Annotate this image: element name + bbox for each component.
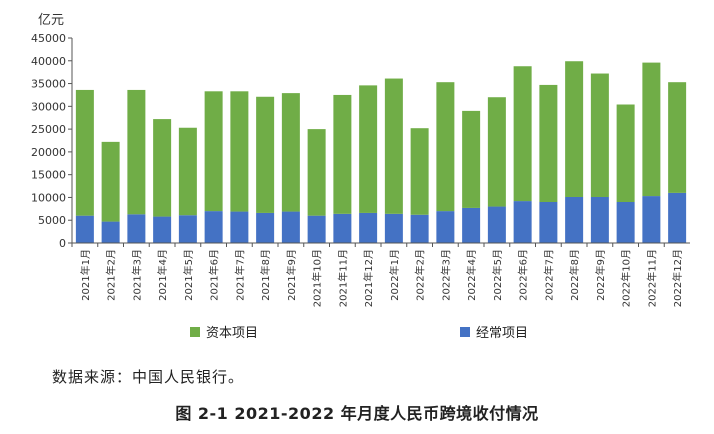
x-tick-label: 2022年7月	[542, 249, 555, 301]
bar-current-account	[616, 202, 635, 243]
y-axis: 0 5000 10000 15000 20000 25000 30000 35000 40000…	[31, 32, 73, 250]
x-tick-label: 2021年5月	[182, 249, 195, 301]
y-tick-label: 10000	[31, 191, 66, 204]
bar-current-account	[153, 216, 172, 243]
bar-current-account	[101, 221, 120, 243]
bar-capital-account	[539, 84, 558, 202]
bar-current-account	[178, 215, 197, 243]
x-tick-label: 2022年1月	[388, 249, 401, 301]
bar-capital-account	[668, 82, 687, 193]
legend-label: 经常项目	[476, 326, 528, 341]
y-axis-unit-label: 亿元	[38, 13, 64, 28]
x-tick-label: 2021年6月	[208, 249, 221, 301]
bar-capital-account	[462, 110, 481, 208]
bar-current-account	[436, 211, 455, 243]
bar-current-account	[127, 214, 146, 243]
bar-current-account	[462, 207, 481, 243]
bar-capital-account	[333, 94, 352, 214]
x-tick-label: 2021年9月	[285, 249, 298, 301]
bar-current-account	[333, 213, 352, 243]
bar-current-account	[204, 211, 223, 243]
bar-current-account	[590, 196, 609, 243]
x-tick-label: 2022年12月	[671, 249, 684, 307]
x-tick-label: 2022年2月	[414, 249, 427, 301]
bar-capital-account	[307, 129, 326, 216]
bar-current-account	[307, 215, 326, 243]
bar-current-account	[256, 212, 275, 243]
bar-capital-account	[642, 62, 661, 197]
bar-capital-account	[256, 96, 275, 213]
bar-current-account	[565, 196, 584, 243]
x-tick-label: 2022年3月	[439, 249, 452, 301]
x-tick-label: 2021年10月	[311, 249, 324, 307]
y-tick-label: 0	[59, 237, 66, 250]
data-source-note: 数据来源：中国人民银行。	[52, 368, 245, 386]
bar-current-account	[384, 213, 403, 243]
bar-current-account	[75, 215, 94, 243]
figure-caption: 图 2-1 2021-2022 年月度人民币跨境收付情况	[175, 404, 539, 423]
bar-current-account	[359, 212, 378, 243]
legend-swatch	[460, 327, 470, 337]
y-tick-label: 45000	[31, 32, 66, 45]
bar-current-account	[230, 211, 249, 243]
bar-current-account	[539, 202, 558, 243]
y-tick-label: 15000	[31, 169, 66, 182]
bar-capital-account	[513, 66, 532, 202]
bar-capital-account	[359, 85, 378, 213]
x-tick-label: 2022年6月	[517, 249, 530, 301]
x-tick-label: 2022年11月	[645, 249, 658, 307]
bar-capital-account	[384, 78, 403, 214]
bar-capital-account	[75, 89, 94, 216]
y-tick-label: 25000	[31, 123, 66, 136]
bar-capital-account	[565, 61, 584, 197]
bar-capital-account	[410, 128, 429, 215]
x-tick-label: 2021年7月	[233, 249, 246, 301]
bars	[75, 61, 687, 243]
x-tick-label: 2022年4月	[465, 249, 478, 301]
x-tick-label: 2022年10月	[620, 249, 633, 307]
bar-capital-account	[230, 91, 249, 212]
stacked-bar-chart: 亿元 0 5000 10000 15000 20000 25000 30000 35000 40…	[31, 13, 690, 341]
y-tick-label: 30000	[31, 100, 66, 113]
legend-swatch	[190, 327, 200, 337]
bar-capital-account	[153, 119, 172, 217]
bar-current-account	[410, 214, 429, 243]
x-tick-label: 2022年5月	[491, 249, 504, 301]
bar-capital-account	[616, 104, 635, 202]
x-tick-label: 2021年1月	[79, 249, 92, 301]
bar-current-account	[668, 192, 687, 243]
bar-capital-account	[436, 82, 455, 212]
x-tick-label: 2021年12月	[362, 249, 375, 307]
x-axis: 2021年1月 2021年2月 2021年3月 2021年4月 2021年5月 2021年…	[71, 242, 690, 307]
bar-capital-account	[178, 127, 197, 216]
x-tick-label: 2021年3月	[130, 249, 143, 301]
y-tick-label: 40000	[31, 55, 66, 68]
bar-current-account	[281, 211, 300, 243]
y-tick-label: 35000	[31, 78, 66, 91]
bar-capital-account	[487, 97, 506, 207]
bar-current-account	[513, 201, 532, 243]
bar-capital-account	[204, 91, 223, 212]
y-tick-label: 5000	[38, 214, 66, 227]
bar-capital-account	[281, 93, 300, 212]
x-tick-label: 2021年2月	[105, 249, 118, 301]
x-tick-label: 2021年11月	[336, 249, 349, 307]
bar-current-account	[487, 206, 506, 243]
legend: 资本项目 经常项目	[190, 326, 528, 341]
bar-current-account	[642, 196, 661, 243]
x-tick-label: 2021年8月	[259, 249, 272, 301]
x-tick-label: 2021年4月	[156, 249, 169, 301]
bar-capital-account	[590, 73, 609, 197]
x-tick-label: 2022年9月	[594, 249, 607, 301]
legend-label: 资本项目	[206, 326, 258, 341]
bar-capital-account	[127, 89, 146, 215]
y-tick-label: 20000	[31, 146, 66, 159]
bar-capital-account	[101, 141, 120, 222]
x-tick-label: 2022年8月	[568, 249, 581, 301]
